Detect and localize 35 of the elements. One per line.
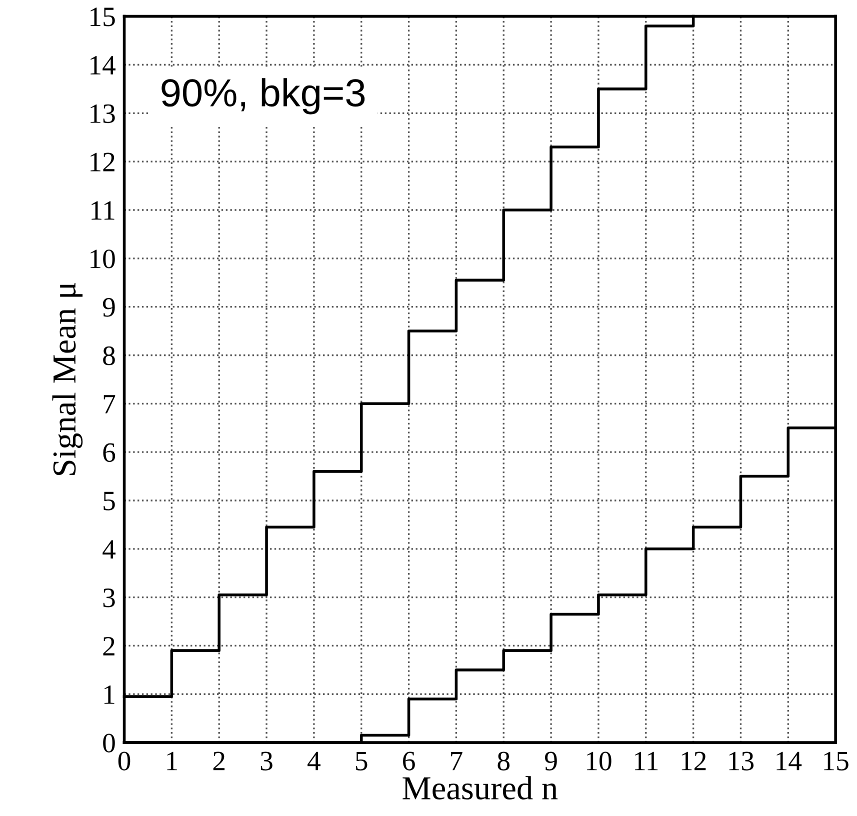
x-tick-label: 3 [260, 752, 272, 770]
y-tick-label: 1 [104, 685, 114, 704]
x-tick-label: 15 [824, 752, 848, 770]
x-tick-label: 1 [167, 752, 177, 770]
x-tick-label: 0 [118, 752, 130, 770]
y-tick-label: 11 [92, 201, 114, 220]
y-tick-label: 15 [90, 8, 115, 26]
y-tick-label: 12 [90, 152, 114, 172]
y-tick-label: 4 [102, 540, 116, 559]
x-tick-label: 4 [308, 752, 320, 770]
y-tick-label: 0 [103, 734, 115, 752]
y-tick-label: 5 [104, 492, 115, 510]
x-tick-label: 12 [682, 752, 706, 770]
y-tick-label: 7 [104, 395, 116, 414]
y-tick-label: 8 [103, 346, 115, 366]
y-axis-title: Signal Mean μ [52, 282, 83, 476]
x-tick-label: 9 [545, 752, 557, 770]
annotation: 90%, bkg=3 [162, 78, 365, 114]
y-tick-label: 10 [90, 250, 115, 268]
x-tick-label: 13 [729, 752, 754, 770]
y-tick-label: 14 [90, 56, 116, 74]
x-tick-label: 8 [498, 752, 510, 770]
x-tick-label: 7 [451, 752, 462, 770]
y-tick-label: 13 [90, 104, 115, 124]
y-tick-label: 9 [102, 298, 115, 317]
x-tick-label: 5 [356, 752, 368, 770]
y-tick-label: 6 [103, 443, 116, 462]
x-tick-label: 10 [587, 752, 612, 770]
x-tick-label: 14 [776, 752, 802, 770]
y-tick-label: 2 [103, 636, 114, 656]
y-tick-label: 3 [103, 588, 115, 608]
x-tick-label: 6 [403, 752, 415, 770]
x-tick-label: 2 [213, 752, 225, 770]
x-axis-title: Measured n [402, 776, 558, 800]
x-tick-label: 11 [634, 752, 658, 770]
